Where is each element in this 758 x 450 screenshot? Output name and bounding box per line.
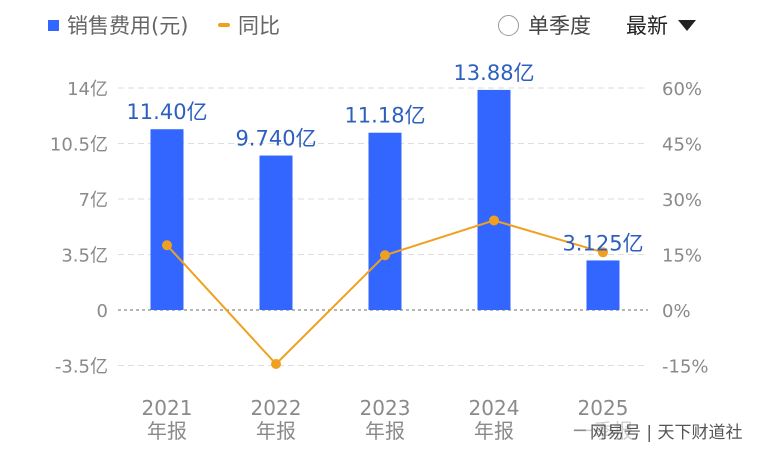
radio-icon[interactable] bbox=[498, 14, 519, 36]
y-left-tick-label: 3.5亿 bbox=[61, 246, 108, 267]
x-tick-label-report: 年报 bbox=[474, 419, 514, 443]
legend-label-sales-expense: 销售费用(元) bbox=[67, 14, 189, 38]
x-tick-label-year: 2021 bbox=[142, 396, 193, 420]
y-left-tick-label: 0 bbox=[97, 301, 108, 322]
bar-swatch-icon bbox=[48, 19, 59, 31]
x-tick-label-year: 2025 bbox=[578, 396, 629, 420]
x-tick-label-report: 年报 bbox=[256, 419, 296, 443]
x-tick-label-year: 2022 bbox=[251, 396, 302, 420]
bar-value-label: 11.18亿 bbox=[344, 104, 425, 128]
bar bbox=[477, 89, 511, 310]
y-right-tick-label: -15% bbox=[662, 357, 709, 378]
x-tick-label-report: 年报 bbox=[147, 419, 187, 443]
x-tick-label-year: 2023 bbox=[360, 396, 411, 420]
y-left-tick-label: 7亿 bbox=[79, 190, 108, 211]
yoy-point bbox=[271, 359, 281, 370]
yoy-point bbox=[162, 240, 172, 251]
single-quarter-label: 单季度 bbox=[528, 14, 591, 38]
caret-down-icon bbox=[678, 19, 696, 31]
yoy-point bbox=[489, 215, 499, 226]
bar bbox=[150, 129, 184, 310]
bar-value-label: 9.740亿 bbox=[235, 127, 316, 151]
y-left-tick-label: -3.5亿 bbox=[55, 357, 108, 378]
bar-value-label: 13.88亿 bbox=[453, 61, 534, 85]
legend: 销售费用(元) 同比 bbox=[0, 0, 758, 50]
y-right-tick-label: 0% bbox=[662, 301, 691, 322]
bar-value-label: 3.125亿 bbox=[562, 231, 643, 255]
yoy-point bbox=[598, 247, 608, 258]
yoy-point bbox=[380, 250, 390, 261]
y-right-tick-label: 30% bbox=[662, 190, 702, 211]
legend-item-sales-expense[interactable]: 销售费用(元) bbox=[48, 10, 188, 40]
y-left-tick-label: 14亿 bbox=[67, 79, 108, 100]
bar-value-label: 11.40亿 bbox=[126, 100, 207, 124]
single-quarter-toggle[interactable]: 单季度 bbox=[498, 10, 591, 40]
bar bbox=[259, 155, 293, 310]
bar bbox=[368, 132, 402, 310]
x-tick-label-year: 2024 bbox=[469, 396, 520, 420]
x-tick-label-report: 年报 bbox=[365, 419, 405, 443]
watermark: 网易号 | 天下财道社 bbox=[586, 418, 747, 443]
y-right-tick-label: 60% bbox=[662, 79, 702, 100]
line-swatch-icon bbox=[218, 23, 230, 27]
legend-label-yoy: 同比 bbox=[238, 14, 280, 38]
period-dropdown[interactable]: 最新 bbox=[626, 10, 696, 40]
y-right-tick-label: 45% bbox=[662, 135, 702, 156]
legend-item-yoy[interactable]: 同比 bbox=[218, 10, 280, 40]
period-label: 最新 bbox=[626, 14, 668, 38]
y-right-tick-label: 15% bbox=[662, 246, 702, 267]
y-left-tick-label: 10.5亿 bbox=[50, 135, 108, 156]
bar bbox=[586, 260, 620, 310]
